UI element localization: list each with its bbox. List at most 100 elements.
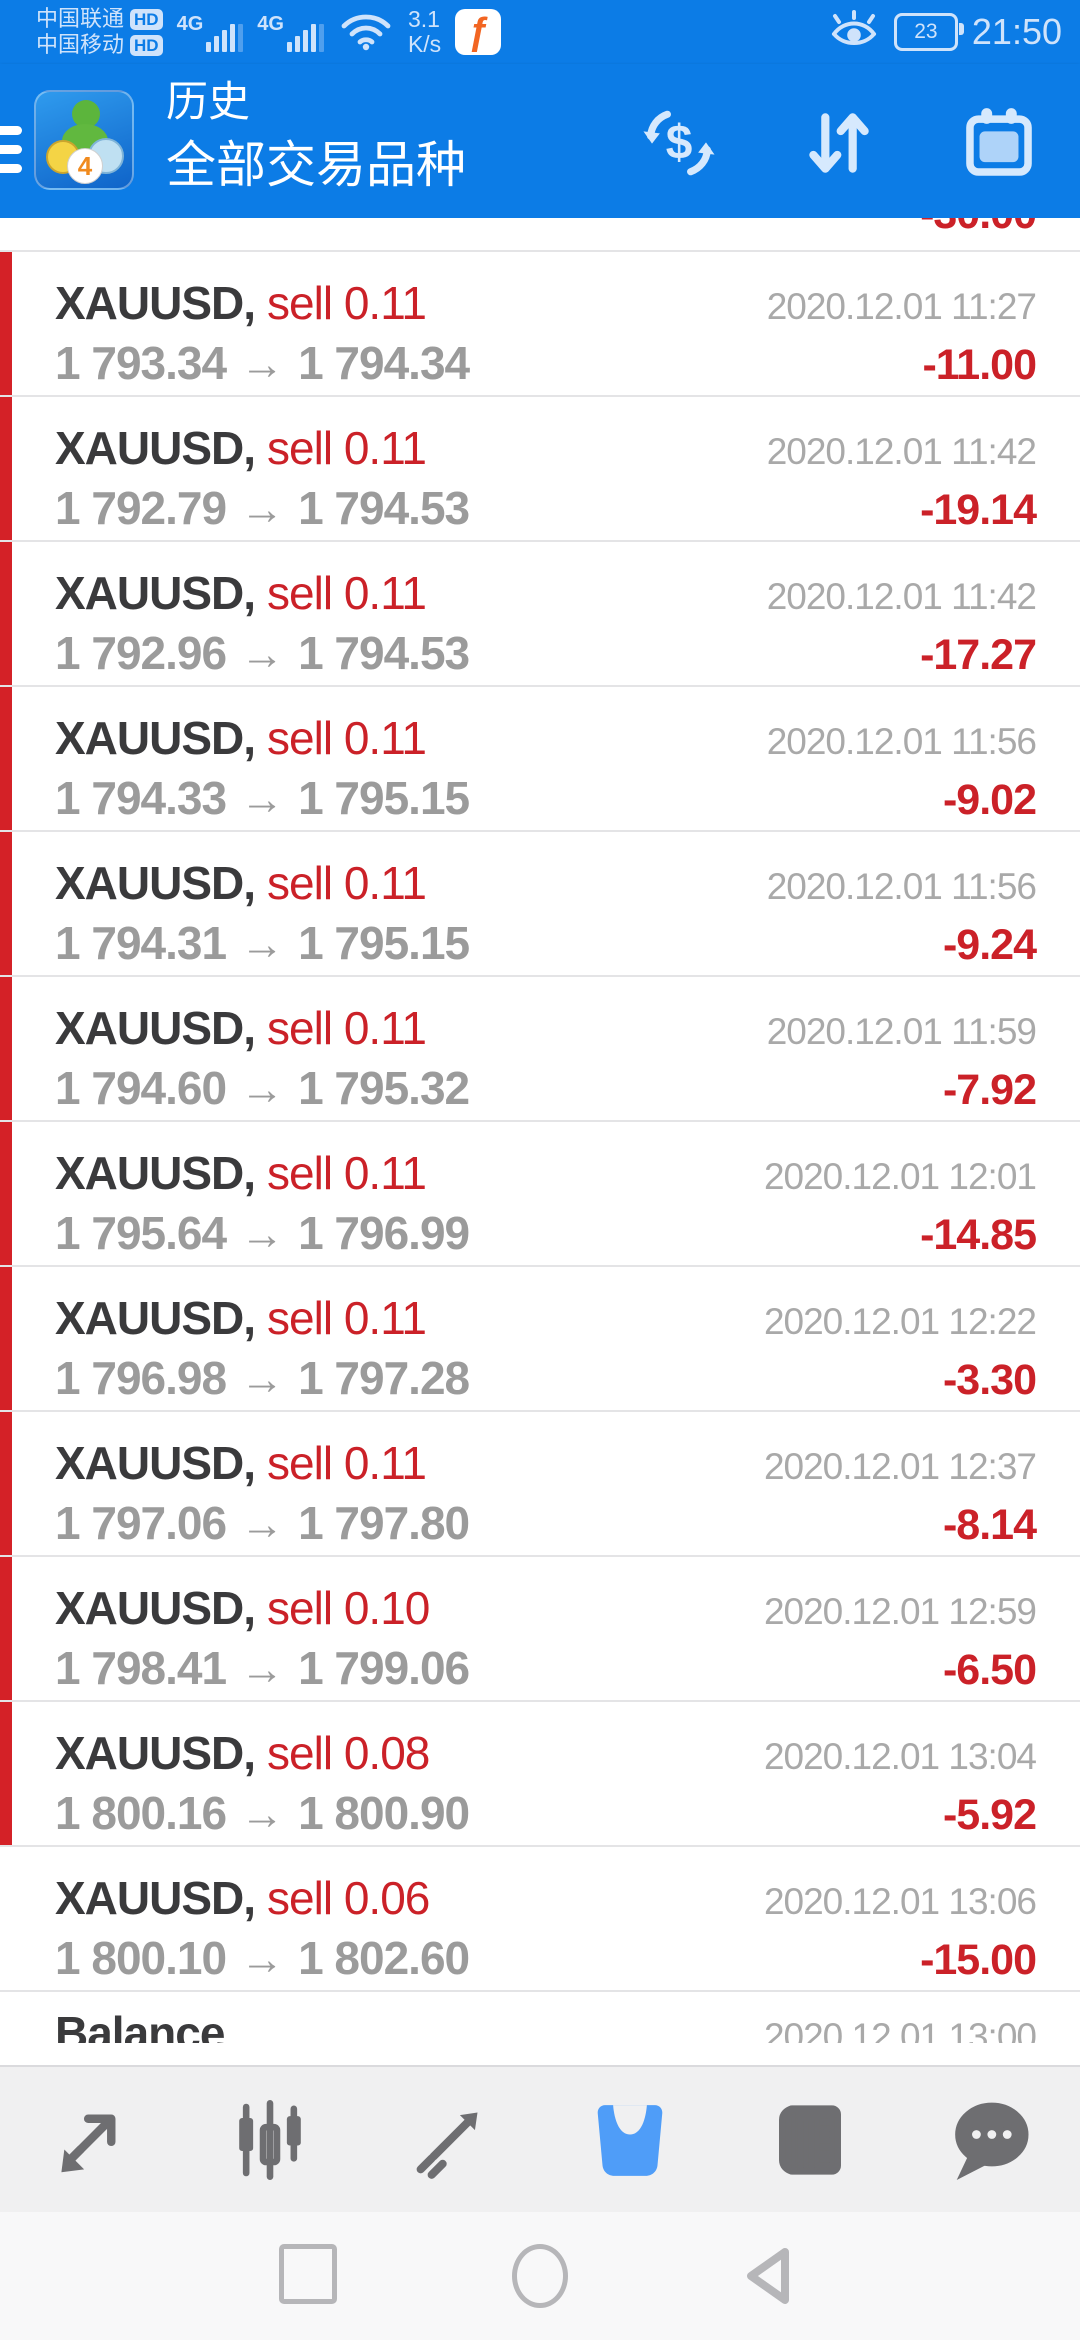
trade-datetime: 2020.12.01 12:59 [763, 1591, 1037, 1632]
close-price: 1 797.80 [298, 1497, 470, 1549]
trade-side-lot: sell 0.11 [267, 422, 427, 474]
close-price: 1 795.32 [298, 1062, 470, 1114]
open-price: 1 798.41 [55, 1642, 227, 1694]
trade-datetime: 2020.12.01 11:27 [766, 286, 1037, 327]
arrow-right-icon: → [240, 1790, 285, 1839]
arrow-right-icon: → [240, 1065, 285, 1114]
carrier-labels: 中国联通 HD 中国移动 HD [36, 7, 163, 57]
trade-symbol: XAUUSD, [55, 1437, 256, 1489]
trade-row[interactable]: XAUUSD, sell 0.11 2020.12.01 12:01 1 795… [0, 1122, 1080, 1267]
close-price: 1 795.15 [298, 917, 470, 969]
trade-profit: -3.30 [942, 1356, 1037, 1404]
trade-datetime: 2020.12.01 11:42 [766, 576, 1037, 617]
arrow-right-icon: → [240, 630, 285, 679]
arrow-right-icon: → [240, 1210, 285, 1259]
home-button[interactable] [512, 2244, 568, 2308]
trade-row-partial[interactable]: -30.00 [0, 218, 1080, 252]
trade-symbol: XAUUSD, [55, 1872, 256, 1924]
trade-row[interactable]: XAUUSD, sell 0.11 2020.12.01 11:56 1 794… [0, 687, 1080, 832]
open-price: 1 796.98 [55, 1352, 227, 1404]
clipped-profit-value: -30.00 [920, 218, 1037, 236]
carrier-1-name: 中国联通 [36, 6, 125, 31]
trade-datetime: 2020.12.01 11:56 [766, 721, 1037, 762]
trade-datetime: 2020.12.01 11:42 [766, 431, 1037, 472]
trade-profit: -8.14 [942, 1501, 1037, 1549]
currency-exchange-icon[interactable]: $ [638, 102, 720, 184]
status-clock: 21:50 [971, 11, 1062, 52]
hd-badge-1: HD [130, 8, 163, 30]
tab-chart-trend[interactable] [360, 2067, 540, 2212]
trade-side-lot: sell 0.11 [267, 1147, 427, 1199]
carrier-2-name: 中国移动 [36, 32, 125, 57]
symbol-filter-label: 全部交易品种 [166, 137, 466, 193]
close-price: 1 799.06 [298, 1642, 470, 1694]
recents-button[interactable] [279, 2244, 337, 2304]
trade-row[interactable]: XAUUSD, sell 0.11 2020.12.01 11:42 1 792… [0, 542, 1080, 687]
trade-row[interactable]: XAUUSD, sell 0.08 2020.12.01 13:04 1 800… [0, 1702, 1080, 1847]
android-navbar [0, 2212, 1080, 2340]
trade-row[interactable]: XAUUSD, sell 0.11 2020.12.01 12:22 1 796… [0, 1267, 1080, 1412]
trade-symbol: XAUUSD, [55, 277, 256, 329]
tab-journal-news[interactable] [720, 2067, 900, 2212]
app-header: 4 历史 全部交易品种 $ [0, 64, 1080, 218]
trade-row[interactable]: XAUUSD, sell 0.11 2020.12.01 11:42 1 792… [0, 397, 1080, 542]
tab-quotes[interactable] [0, 2067, 180, 2212]
trade-datetime: 2020.12.01 13:04 [763, 1736, 1037, 1777]
close-price: 1 796.99 [298, 1207, 470, 1259]
eye-comfort-icon [828, 9, 880, 55]
trade-symbol: XAUUSD, [55, 422, 256, 474]
open-price: 1 792.79 [55, 482, 227, 534]
signal-strength-icon-2: 4G [257, 12, 324, 52]
close-price: 1 794.53 [298, 482, 470, 534]
trade-side-lot: sell 0.11 [267, 1292, 427, 1344]
open-price: 1 794.60 [55, 1062, 227, 1114]
trade-symbol: XAUUSD, [55, 1582, 256, 1634]
trade-profit: -15.00 [920, 1936, 1037, 1984]
trade-profit: -14.85 [920, 1211, 1037, 1259]
tab-messages[interactable] [900, 2067, 1080, 2212]
status-bar: 中国联通 HD 中国移动 HD 4G 4G [0, 0, 1080, 64]
trade-datetime: 2020.12.01 12:22 [763, 1301, 1037, 1342]
trade-row[interactable]: XAUUSD, sell 0.06 2020.12.01 13:06 1 800… [0, 1847, 1080, 1992]
trade-datetime: 2020.12.01 11:56 [766, 866, 1037, 907]
close-price: 1 797.28 [298, 1352, 470, 1404]
trade-profit: -5.92 [942, 1791, 1037, 1839]
trade-symbol: XAUUSD, [55, 1727, 256, 1779]
open-price: 1 794.33 [55, 772, 227, 824]
bottom-toolbar [0, 2065, 1080, 2212]
balance-datetime: 2020.12.01 13:00 [763, 2016, 1037, 2043]
trade-profit: -6.50 [942, 1646, 1037, 1694]
page-title: 历史 [166, 78, 251, 125]
open-price: 1 800.16 [55, 1787, 227, 1839]
floating-app-icon[interactable]: ƒ [455, 9, 502, 55]
trade-symbol: XAUUSD, [55, 857, 256, 909]
trade-side-lot: sell 0.11 [267, 1002, 427, 1054]
arrow-right-icon: → [240, 485, 285, 534]
trade-row[interactable]: XAUUSD, sell 0.10 2020.12.01 12:59 1 798… [0, 1557, 1080, 1702]
arrow-right-icon: → [240, 340, 285, 389]
menu-drawer-handle[interactable] [0, 126, 22, 173]
signal-strength-icon-1: 4G [177, 12, 244, 52]
balance-label: Balance [55, 2007, 225, 2043]
trade-side-lot: sell 0.08 [267, 1727, 430, 1779]
wifi-icon [338, 8, 394, 57]
trade-profit: -9.02 [942, 776, 1037, 824]
trade-profit: -17.27 [920, 631, 1037, 679]
trade-row[interactable]: XAUUSD, sell 0.11 2020.12.01 11:56 1 794… [0, 832, 1080, 977]
arrow-right-icon: → [240, 775, 285, 824]
trade-row[interactable]: XAUUSD, sell 0.11 2020.12.01 11:27 1 793… [0, 252, 1080, 397]
back-button[interactable] [737, 2244, 801, 2313]
balance-row[interactable]: Balance 2020.12.01 13:00 [0, 1992, 1080, 2043]
tab-charts-candles[interactable] [180, 2067, 360, 2212]
open-price: 1 792.96 [55, 627, 227, 679]
trade-side-lot: sell 0.11 [267, 567, 427, 619]
calendar-icon[interactable] [958, 102, 1040, 184]
svg-text:$: $ [666, 117, 693, 170]
trade-row[interactable]: XAUUSD, sell 0.11 2020.12.01 12:37 1 797… [0, 1412, 1080, 1557]
tab-history-active[interactable] [540, 2067, 720, 2212]
trade-side-lot: sell 0.11 [267, 712, 427, 764]
sort-order-icon[interactable] [798, 102, 880, 184]
trade-row[interactable]: XAUUSD, sell 0.11 2020.12.01 11:59 1 794… [0, 977, 1080, 1122]
trade-datetime: 2020.12.01 13:06 [763, 1881, 1037, 1922]
